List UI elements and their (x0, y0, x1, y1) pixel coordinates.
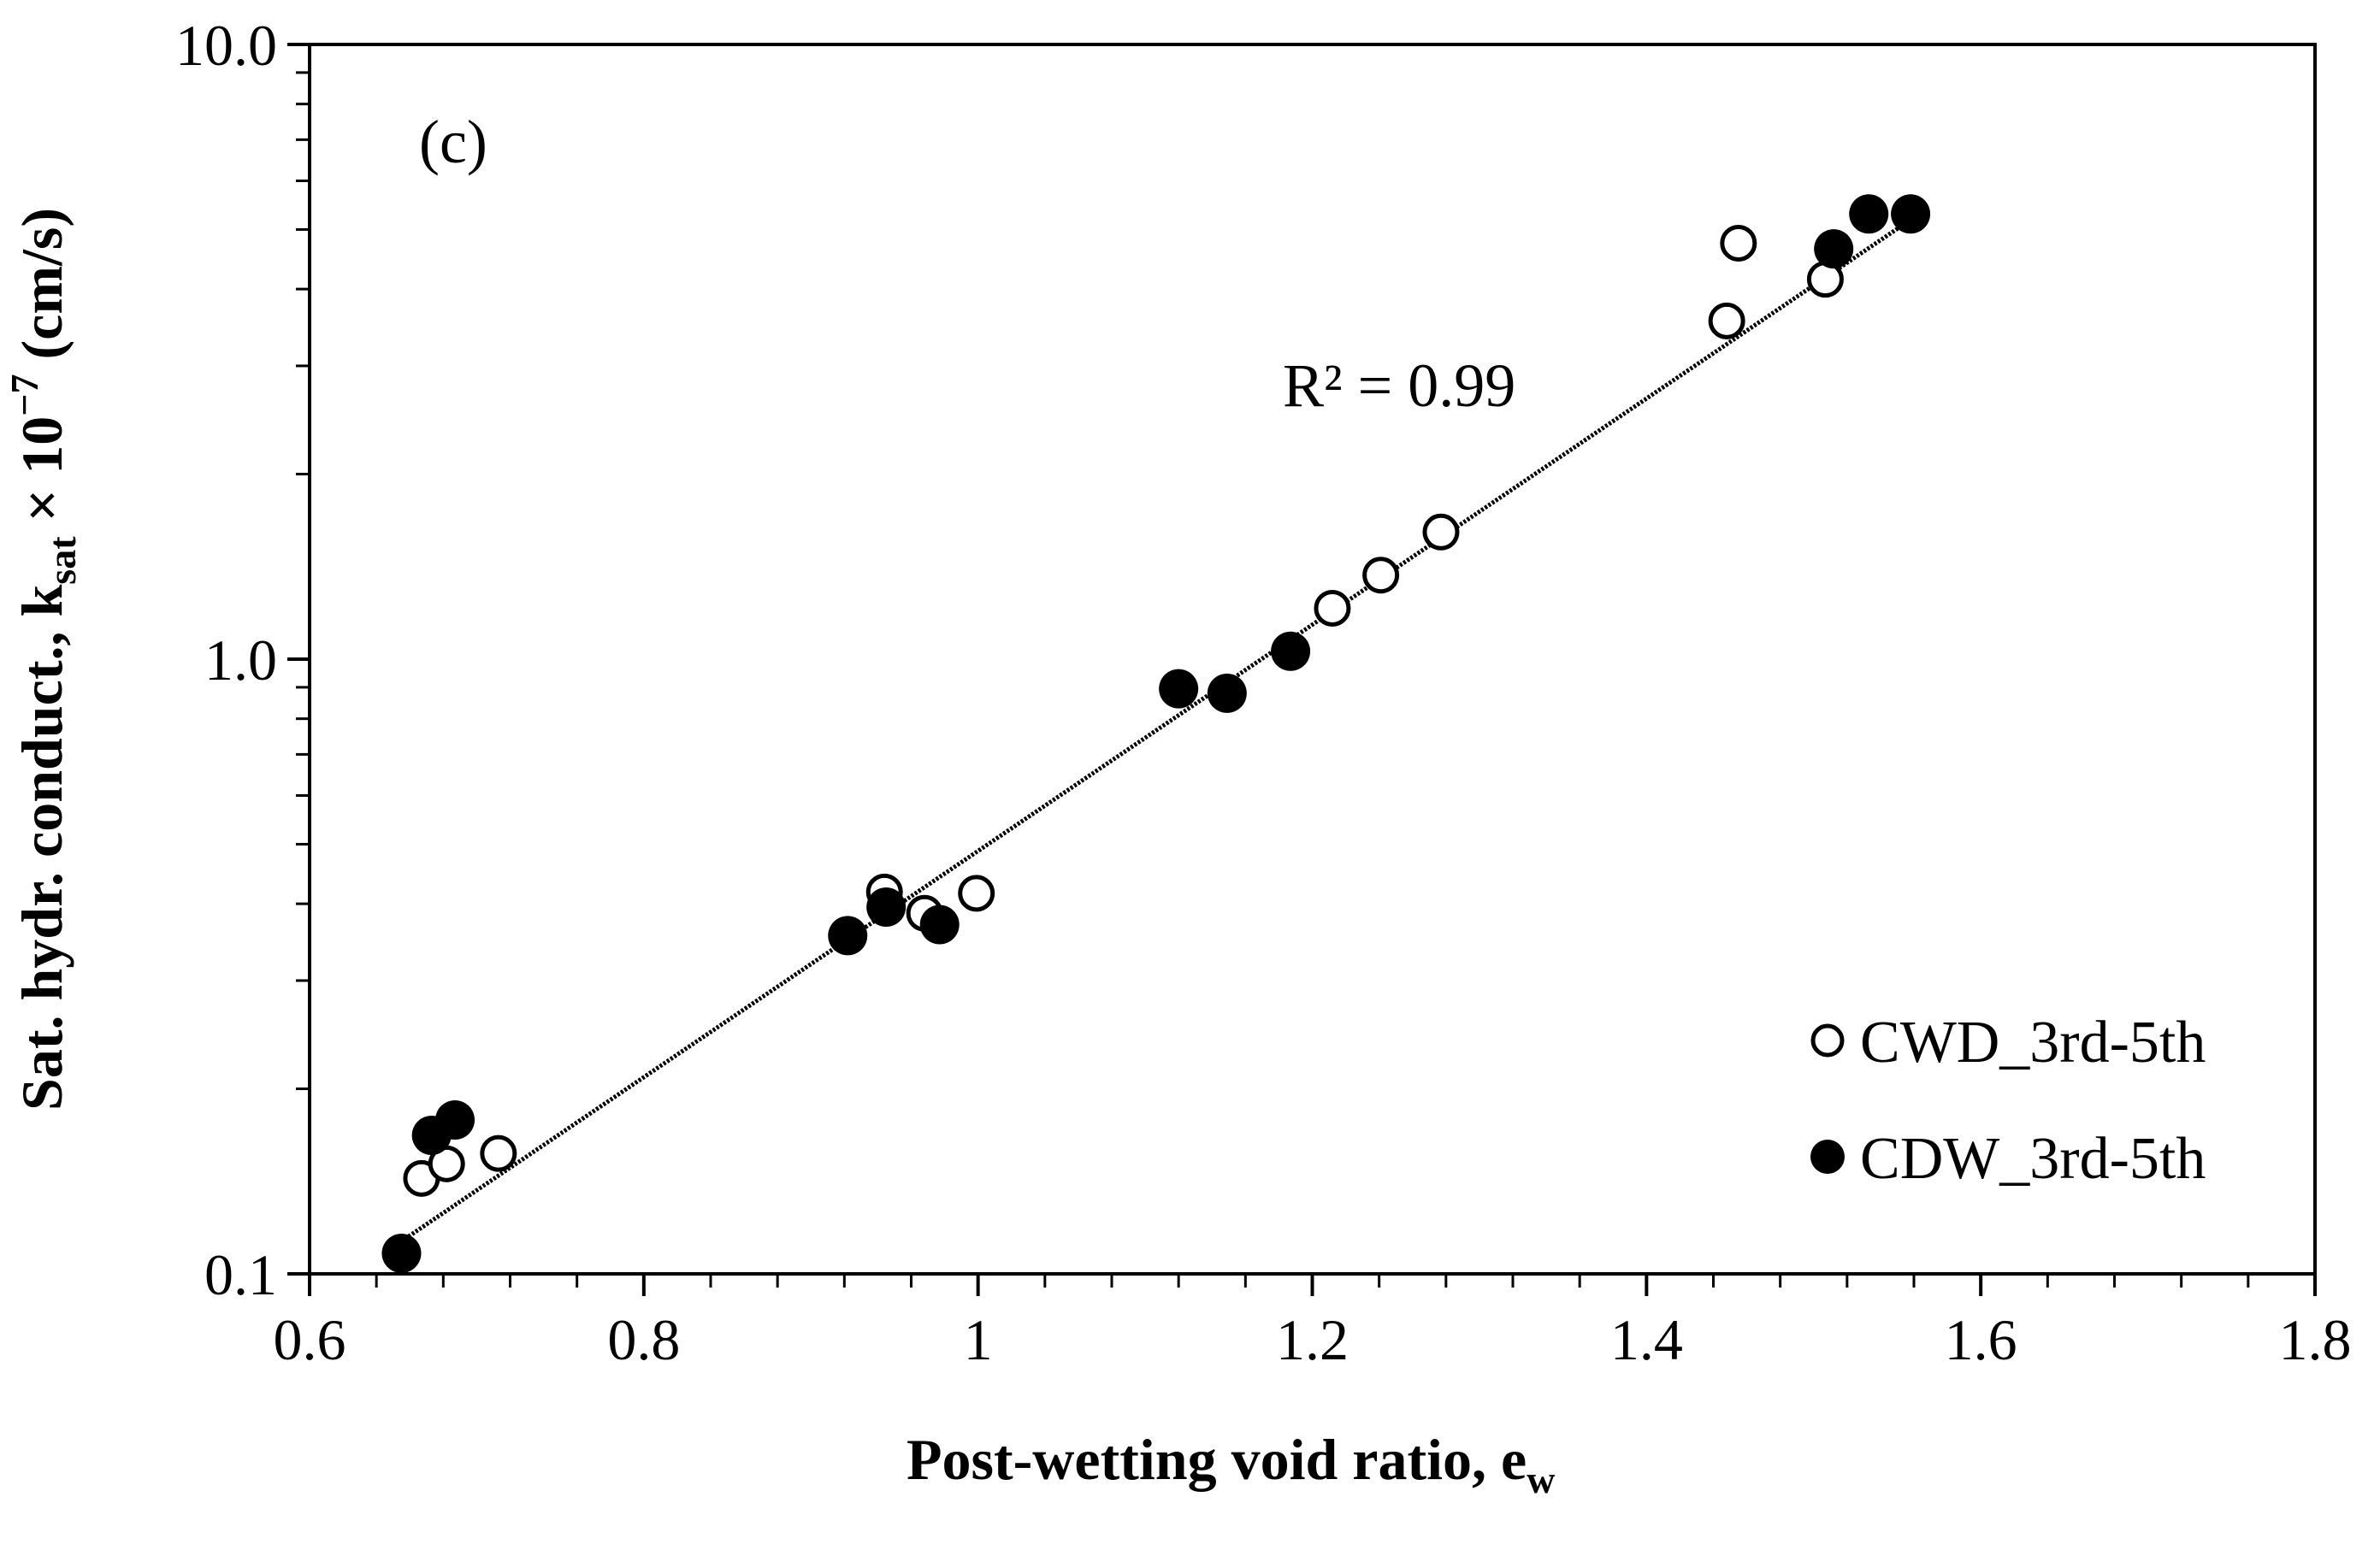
y-axis-title-main: Sat. hydr. conduct., k (9, 585, 74, 1111)
data-point-cdw (828, 916, 868, 956)
legend-marker-cwd (1810, 1023, 1845, 1058)
legend-marker-cdw (1810, 1140, 1845, 1174)
data-point-cwd (1720, 224, 1757, 262)
y-axis-title-sub: sat (40, 536, 84, 585)
y-axis-title-tail: × 10 (9, 416, 74, 537)
x-axis-title: Post-wetting void ratio, ew (907, 1427, 1555, 1501)
y-axis-title-exp: −7 (3, 374, 46, 415)
plot-frame (310, 43, 2317, 1274)
data-point-cdw (1207, 673, 1247, 713)
x-tick-label: 1.6 (1945, 1307, 2017, 1372)
x-axis-title-main: Post-wetting void ratio, e (907, 1427, 1527, 1492)
x-axis-title-sub: w (1527, 1458, 1555, 1501)
data-point-cdw (435, 1099, 475, 1140)
legend-label-cdw: CDW_3rd-5th (1860, 1126, 2206, 1192)
data-point-cdw (1849, 194, 1889, 234)
data-point-cwd (1314, 589, 1351, 627)
trendline (400, 221, 1907, 1243)
data-point-cwd (480, 1135, 517, 1172)
data-point-cwd (958, 875, 995, 912)
y-tick-label: 10.0 (175, 13, 277, 78)
data-point-cdw (381, 1233, 422, 1273)
data-point-cwd (1708, 302, 1745, 339)
x-tick-label: 1 (964, 1307, 993, 1372)
data-point-cdw (919, 905, 960, 945)
panel-label: (c) (419, 108, 487, 176)
y-tick-label: 1.0 (204, 628, 277, 692)
data-point-cwd (1422, 513, 1460, 551)
legend: CWD_3rd-5th CDW_3rd-5th (1810, 1010, 2206, 1192)
x-tick-label: 1.4 (1610, 1307, 1683, 1372)
trendline-r2-label: R² = 0.99 (1283, 351, 1515, 420)
legend-label-cwd: CWD_3rd-5th (1860, 1010, 2206, 1076)
data-point-cdw (1814, 229, 1854, 269)
y-tick-label: 0.1 (204, 1242, 277, 1307)
data-point-cdw (1271, 631, 1311, 671)
x-tick-label: 0.6 (274, 1307, 346, 1372)
data-point-cwd (1362, 557, 1400, 594)
x-tick-label: 1.8 (2279, 1307, 2352, 1372)
y-axis-title-unit: (cm/s) (9, 208, 74, 374)
data-point-cdw (1891, 194, 1931, 234)
data-point-cdw (866, 887, 907, 928)
data-point-cdw (1159, 669, 1199, 709)
x-tick-label: 0.8 (607, 1307, 680, 1372)
y-axis-title: Sat. hydr. conduct., ksat × 10−7 (cm/s) (3, 208, 84, 1111)
x-tick-label: 1.2 (1276, 1307, 1349, 1372)
